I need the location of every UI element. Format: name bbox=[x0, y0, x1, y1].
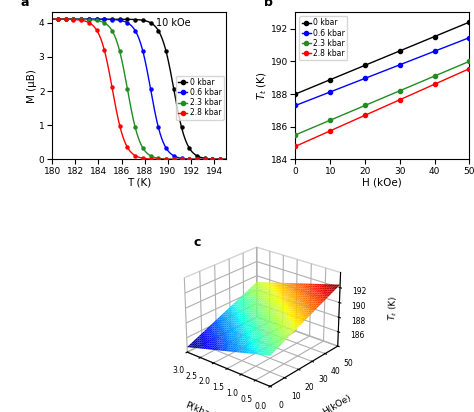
Legend: 0 kbar, 0.6 kbar, 2.3 kbar, 2.8 kbar: 0 kbar, 0.6 kbar, 2.3 kbar, 2.8 kbar bbox=[299, 16, 347, 60]
Text: 10 kOe: 10 kOe bbox=[156, 18, 191, 28]
Legend: 0 kbar, 0.6 kbar, 2.3 kbar, 2.8 kbar: 0 kbar, 0.6 kbar, 2.3 kbar, 2.8 kbar bbox=[176, 76, 224, 119]
X-axis label: P(kbar): P(kbar) bbox=[183, 400, 217, 412]
Text: b: b bbox=[264, 0, 273, 9]
Y-axis label: $T_t$ (K): $T_t$ (K) bbox=[255, 72, 269, 100]
Y-axis label: H(kOe): H(kOe) bbox=[321, 393, 353, 412]
X-axis label: H (kOe): H (kOe) bbox=[363, 178, 402, 187]
Text: c: c bbox=[193, 236, 201, 248]
Y-axis label: M (μB): M (μB) bbox=[27, 69, 37, 103]
Text: a: a bbox=[21, 0, 29, 9]
X-axis label: T (K): T (K) bbox=[127, 178, 151, 187]
